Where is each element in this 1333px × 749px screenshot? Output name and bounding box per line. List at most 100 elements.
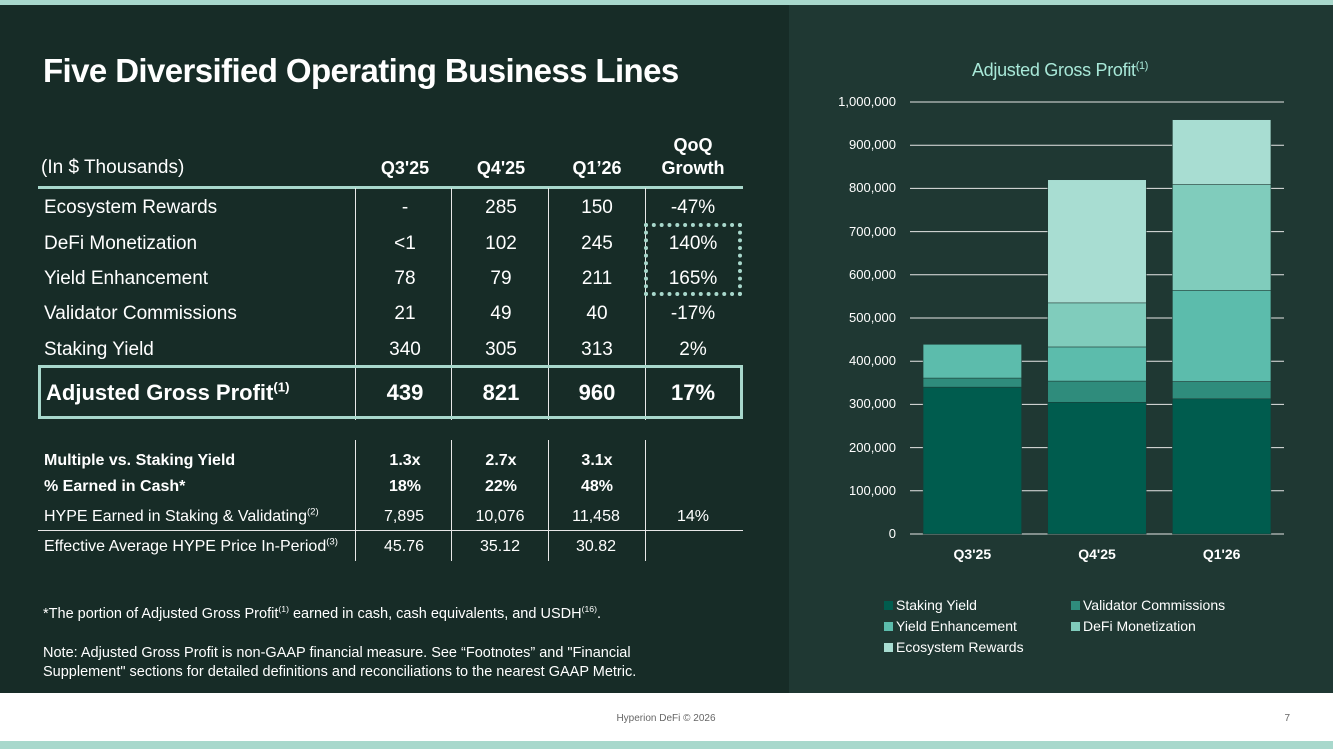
adjusted-gross-profit-highlight [38, 365, 743, 419]
legend-label: Yield Enhancement [896, 618, 1017, 634]
total-value: 960 [578, 380, 616, 405]
page-number: 7 [1284, 713, 1290, 724]
row-value: 102 [485, 233, 517, 254]
metric-value: 1.3x [389, 452, 421, 469]
row-label: Staking Yield [44, 339, 154, 360]
legend-item: Validator Commissions [1071, 597, 1225, 613]
bar-segment [1047, 380, 1147, 403]
gaap-note-line: Note: Adjusted Gross Profit is non-GAAP … [43, 645, 631, 661]
page-title: Five Diversified Operating Business Line… [43, 52, 679, 89]
legend-label: DeFi Monetization [1083, 618, 1196, 634]
row-growth: 165% [668, 268, 718, 289]
bar-segment [1047, 401, 1147, 535]
hype-value: 10,076 [475, 508, 525, 525]
price-label: Effective Average HYPE Price In-Period(3… [44, 536, 338, 555]
row-value: 313 [581, 339, 613, 360]
row-value: 211 [581, 268, 613, 289]
column-divider [548, 188, 549, 420]
row-label: DeFi Monetization [44, 233, 198, 254]
hype-value: 11,458 [572, 508, 620, 525]
row-value: 79 [490, 268, 512, 289]
y-tick-label: 600,000 [849, 266, 896, 282]
header-q4-25: Q4'25 [476, 158, 526, 178]
price-value: 45.76 [383, 538, 425, 555]
hype-label: HYPE Earned in Staking & Validating(2) [44, 506, 319, 525]
metric-value: 22% [484, 478, 518, 495]
chart-title: Adjusted Gross Profit(1) [971, 60, 1149, 80]
bar-segment [1047, 346, 1147, 382]
metric-value: 2.7x [485, 452, 517, 469]
total-growth: 17% [670, 380, 716, 405]
x-tick-label: Q1'26 [1202, 546, 1241, 562]
footer-copyright: Hyperion DeFi © 2026 [616, 713, 716, 724]
row-value: 245 [581, 233, 613, 254]
column-divider [451, 440, 452, 561]
metric-label: Multiple vs. Staking Yield [44, 452, 236, 469]
row-label: Ecosystem Rewards [44, 197, 218, 218]
row-label: Validator Commissions [44, 303, 237, 324]
legend-label: Validator Commissions [1083, 597, 1226, 613]
bar-segment [1047, 179, 1147, 304]
x-tick-label: Q3'25 [953, 546, 992, 562]
header-q3-25: Q3'25 [380, 158, 430, 178]
metrics-divider [38, 530, 743, 531]
x-tick-label: Q4'25 [1078, 546, 1116, 562]
column-divider [548, 440, 549, 561]
price-value: 30.82 [575, 538, 617, 555]
y-tick-label: 700,000 [849, 223, 896, 239]
row-value: 49 [490, 303, 512, 324]
row-value: 21 [394, 303, 416, 324]
row-value: 285 [485, 197, 517, 218]
y-tick-label: 300,000 [849, 396, 896, 412]
legend-label: Staking Yield [896, 597, 977, 613]
row-value: 78 [394, 268, 416, 289]
legend-swatch [884, 622, 893, 631]
legend-item: Yield Enhancement [884, 618, 1017, 634]
row-label: Yield Enhancement [44, 268, 209, 289]
hype-growth: 14% [676, 508, 710, 525]
legend-item: Ecosystem Rewards [884, 639, 1024, 655]
bottom-accent-strip [0, 741, 1333, 749]
legend-item: Staking Yield [884, 597, 977, 613]
row-value: 340 [389, 339, 421, 360]
metric-value: 48% [580, 478, 614, 495]
y-tick-label: 100,000 [849, 482, 896, 498]
row-growth: 140% [668, 233, 718, 254]
legend-swatch [1071, 601, 1080, 610]
cash-footnote: *The portion of Adjusted Gross Profit(1)… [43, 604, 602, 622]
bar-segment [1172, 119, 1272, 185]
row-value: 150 [581, 197, 613, 218]
unit-label: (In $ Thousands) [41, 157, 185, 178]
metric-value: 3.1x [581, 452, 613, 469]
legend-item: DeFi Monetization [1071, 618, 1196, 634]
bar-segment [1172, 290, 1272, 382]
bar-segment [922, 386, 1022, 535]
header-divider [38, 186, 743, 189]
bar-segment [1047, 302, 1147, 348]
y-tick-label: 900,000 [849, 137, 896, 153]
y-tick-label: 0 [888, 526, 896, 541]
gaap-note-line: Supplement" sections for detailed defini… [43, 664, 637, 680]
row-value: 305 [485, 339, 517, 360]
metric-label: % Earned in Cash* [44, 478, 186, 495]
gaap-note: Note: Adjusted Gross Profit is non-GAAP … [43, 644, 636, 682]
bar-segment [1172, 381, 1272, 400]
price-value: 35.12 [479, 538, 521, 555]
column-divider [645, 188, 646, 420]
column-divider [355, 188, 356, 420]
table-panel [0, 5, 789, 693]
row-value: - [401, 197, 409, 218]
y-tick-label: 1,000,000 [838, 94, 896, 109]
metric-value: 18% [388, 478, 422, 495]
footer [0, 693, 1333, 741]
header-growth: Growth [661, 158, 725, 178]
column-divider [645, 440, 646, 561]
row-growth: -47% [670, 197, 716, 218]
row-growth: 2% [679, 339, 707, 360]
legend-swatch [884, 643, 893, 652]
bar-segment [1172, 398, 1272, 535]
bar-segment [922, 377, 1022, 388]
column-divider [451, 188, 452, 420]
legend-swatch [1071, 622, 1080, 631]
